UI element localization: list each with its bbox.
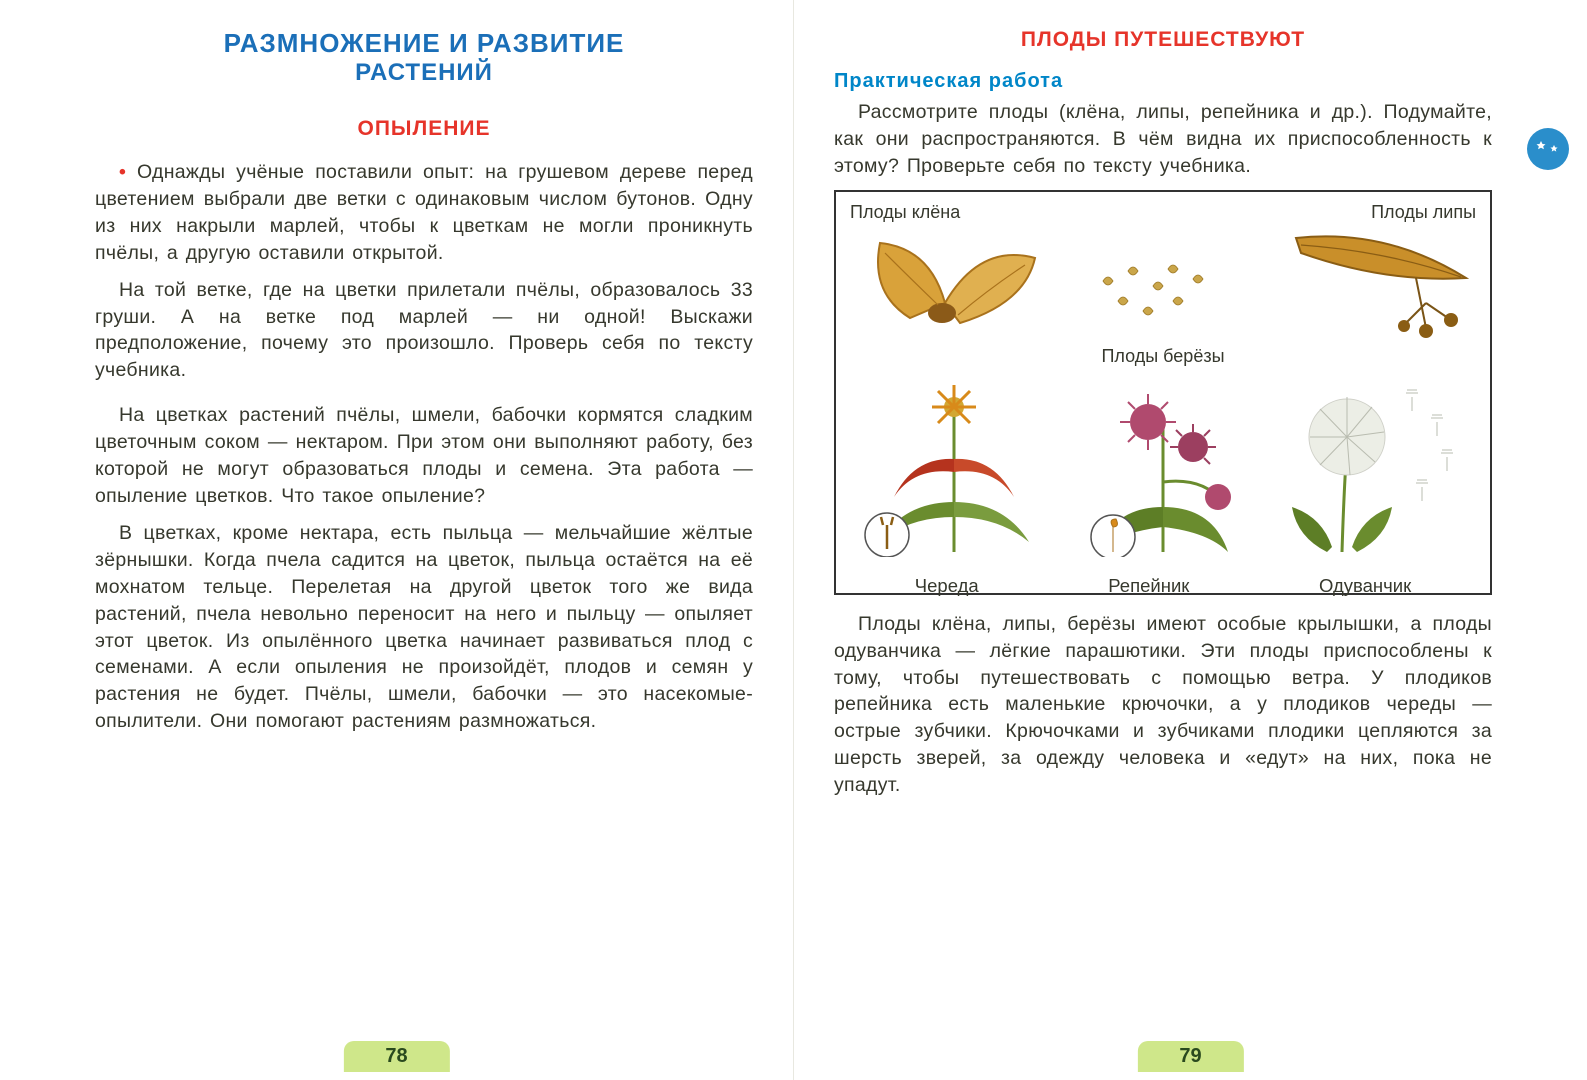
burdock-plant-icon xyxy=(1068,367,1258,557)
bidens-plant-icon xyxy=(859,367,1049,557)
page-79: Плоды путешествуют Практическая работа Р… xyxy=(794,0,1587,1080)
linden-fruit-icon xyxy=(1276,223,1476,353)
section-title-fruits: Плоды путешествуют xyxy=(834,28,1492,52)
para-1-text: Однажды учёные поставили опыт: на грушев… xyxy=(95,161,753,264)
label-linden: Плоды липы xyxy=(1371,202,1476,223)
chapter-title-line1: Размножение и развитие xyxy=(95,28,753,59)
caption-burdock: Репейник xyxy=(1108,575,1189,597)
star-badge-icon xyxy=(1527,128,1569,170)
para-2: На той ветке, где на цветки прилетали пч… xyxy=(95,277,753,385)
para-4: В цветках, кроме нектара, есть пыльца — … xyxy=(95,520,753,735)
dandelion-plant-icon xyxy=(1272,367,1472,557)
para-1: • Однажды учёные поставили опыт: на груш… xyxy=(95,159,753,267)
page-number-78: 78 xyxy=(343,1041,449,1072)
practical-intro: Рассмотрите плоды (клёна, липы, репейник… xyxy=(834,99,1492,180)
page-number-79: 79 xyxy=(1137,1041,1243,1072)
chapter-title: Размножение и развитие растений xyxy=(95,28,753,87)
practical-heading: Практическая работа xyxy=(834,70,1492,93)
label-maple: Плоды клёна xyxy=(850,202,960,223)
maple-fruit-icon xyxy=(850,223,1050,343)
label-birch: Плоды берёзы xyxy=(1101,346,1224,367)
chapter-title-line2: растений xyxy=(95,59,753,87)
section-title-pollination: Опыление xyxy=(95,117,753,141)
caption-bidens: Череда xyxy=(915,575,979,597)
page-78: Размножение и развитие растений Опыление… xyxy=(0,0,794,1080)
para-fruits: Плоды клёна, липы, берёзы имеют особые к… xyxy=(834,611,1492,799)
para-3: На цветках растений пчёлы, шмели, бабочк… xyxy=(95,402,753,510)
fruits-figure: Плоды клёна xyxy=(834,190,1492,595)
birch-fruit-icon xyxy=(1083,256,1243,346)
caption-dandelion: Одуванчик xyxy=(1319,575,1411,597)
